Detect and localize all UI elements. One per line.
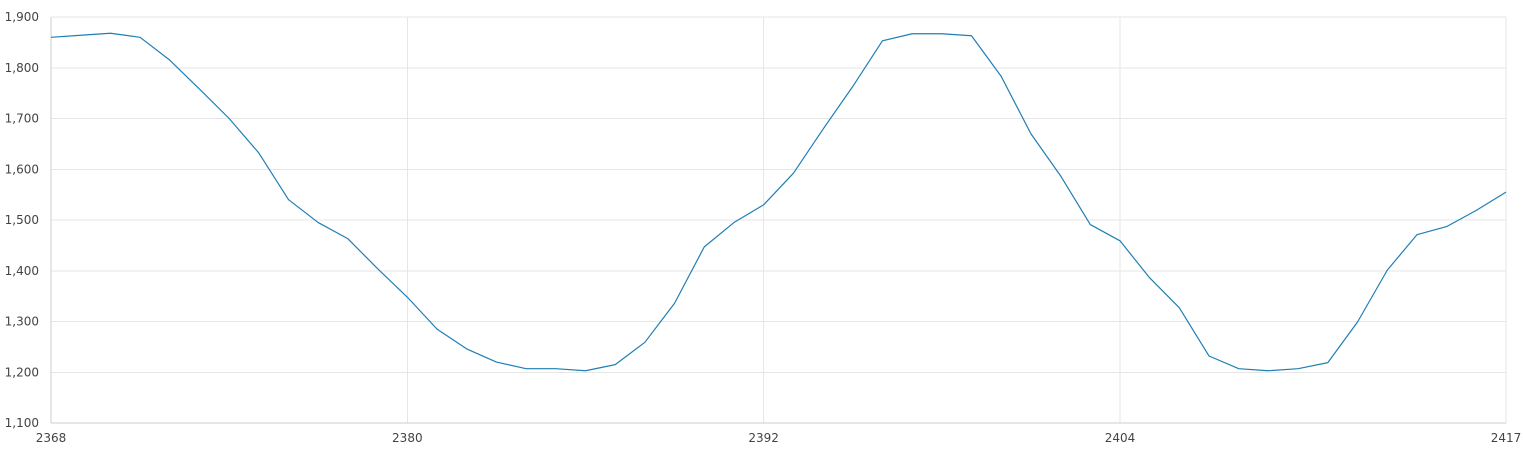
y-tick-label: 1,200 (5, 365, 39, 379)
y-tick-label: 1,900 (5, 10, 39, 24)
x-tick-label: 2404 (1105, 431, 1136, 445)
series-line (50, 32, 1507, 372)
y-tick-label: 1,600 (5, 162, 39, 176)
x-tick-label: 2368 (36, 431, 67, 445)
y-tick-label: 1,700 (5, 112, 39, 126)
y-tick-labels: 1,100 1,200 1,300 1,400 1,500 1,600 1,700 1,800… (5, 10, 39, 430)
x-tick-label: 2417 (1491, 431, 1522, 445)
y-tick-label: 1,500 (5, 213, 39, 227)
x-tick-label: 2380 (392, 431, 423, 445)
y-tick-label: 1,300 (5, 315, 39, 329)
y-tick-label: 1,100 (5, 416, 39, 430)
series-group (50, 32, 1507, 372)
x-tick-labels: 2368 2380 2392 2404 2417 (36, 431, 1522, 445)
y-gridlines (51, 16, 1506, 373)
y-tick-label: 1,400 (5, 264, 39, 278)
x-tick-label: 2392 (748, 431, 779, 445)
x-gridlines (406, 17, 1507, 423)
y-tick-label: 1,800 (5, 61, 39, 75)
